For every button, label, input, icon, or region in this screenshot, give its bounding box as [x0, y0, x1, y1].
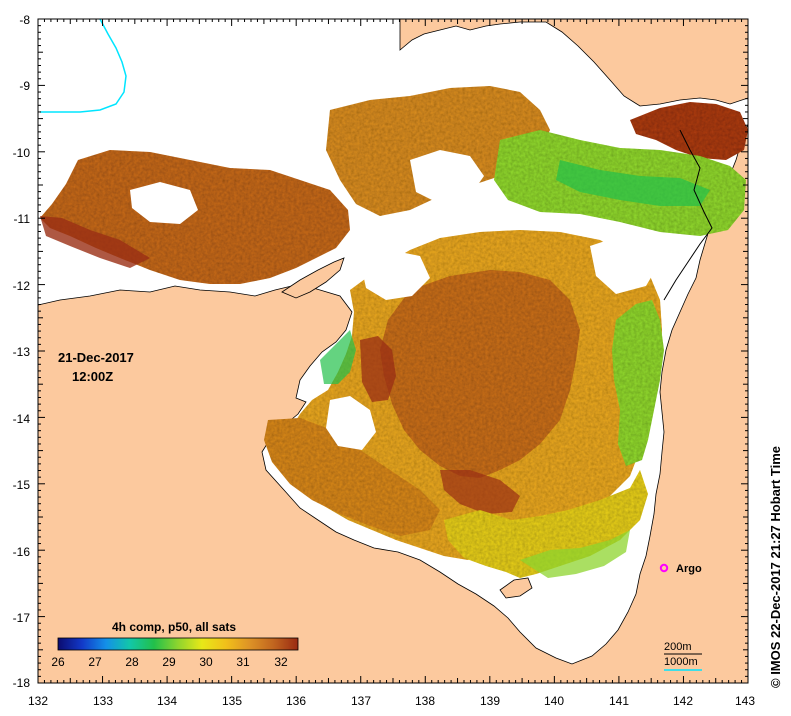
y-tick-label: -13: [13, 345, 31, 359]
colorbar-tick-label: 28: [125, 655, 139, 669]
x-tick-label: 133: [93, 694, 113, 708]
x-axis-labels: 132 133 134 135 136 137 138 139 140 141 …: [28, 694, 755, 708]
x-tick-label: 140: [544, 694, 564, 708]
land-new-guinea: [399, 19, 748, 107]
y-tick-label: -15: [13, 478, 31, 492]
contour-label-200m: 200m: [664, 641, 692, 653]
x-tick-label: 142: [673, 694, 693, 708]
colorbar-ticks: 26 27 28 29 30 31 32: [51, 655, 288, 669]
sst-area-northeast: [630, 102, 748, 160]
time-label: 12:00Z: [72, 369, 113, 384]
sst-area-gulf-darkest-2: [440, 470, 520, 514]
colorbar-tick-label: 27: [88, 655, 102, 669]
bathymetry-contour: [40, 19, 127, 113]
credit-line: © IMOS 22-Dec-2017 21:27 Hobart Time: [768, 446, 783, 688]
cloud-gap-3: [410, 150, 484, 204]
argo-float-marker[interactable]: [659, 563, 669, 573]
land-island-nw: [281, 257, 345, 299]
sst-area-south-green: [520, 530, 630, 578]
colorbar-tick-label: 29: [162, 655, 176, 669]
y-axis-labels: -8 -9 -10 -11 -12 -13 -14 -15 -16 -17 -1…: [13, 13, 31, 690]
colorbar-tick-label: 26: [51, 655, 65, 669]
land-island-s: [499, 577, 533, 599]
colorbar: [57, 637, 299, 651]
colorbar-tick-label: 32: [274, 655, 288, 669]
cloud-gap-1: [360, 250, 430, 300]
y-tick-label: -16: [13, 545, 31, 559]
x-tick-label: 143: [735, 694, 755, 708]
x-tick-label: 137: [351, 694, 371, 708]
y-tick-label: -9: [19, 79, 30, 93]
x-tick-label: 135: [222, 694, 242, 708]
land-mainland: [38, 123, 748, 683]
y-tick-label: -17: [13, 611, 31, 625]
colorbar-tick-label: 30: [199, 655, 213, 669]
colorbar-title: 4h comp, p50, all sats: [112, 620, 236, 634]
contour-label-1000m: 1000m: [664, 656, 698, 668]
y-tick-label: -12: [13, 279, 31, 293]
sst-area-west-dark: [40, 216, 150, 268]
sst-area-gulf-core: [380, 270, 580, 478]
sst-area-teal-ne: [556, 160, 710, 206]
x-tick-label: 138: [415, 694, 435, 708]
x-tick-label: 136: [286, 694, 306, 708]
date-label: 21-Dec-2017: [58, 350, 134, 365]
sst-area-east-green: [612, 300, 664, 466]
y-tick-label: -10: [13, 146, 31, 160]
sst-area-southwest: [264, 418, 440, 536]
y-tick-label: -18: [13, 676, 31, 690]
cloud-gap-2: [326, 396, 376, 450]
cloud-gap-5: [130, 182, 198, 224]
y-tick-label: -14: [13, 412, 31, 426]
x-tick-label: 139: [480, 694, 500, 708]
sst-area-west-green: [320, 330, 356, 384]
colorbar-tick-label: 31: [236, 655, 250, 669]
y-tick-label: -11: [14, 212, 31, 226]
axis-ticks: [37, 18, 749, 684]
x-tick-label: 134: [157, 694, 177, 708]
x-tick-label: 132: [28, 694, 48, 708]
x-tick-label: 141: [609, 694, 629, 708]
sst-area-gulf-darkest: [360, 336, 396, 402]
y-tick-label: -8: [19, 13, 30, 27]
cloud-gap-4: [590, 236, 660, 294]
argo-label: Argo: [676, 563, 702, 575]
coastline-east: [663, 129, 713, 301]
